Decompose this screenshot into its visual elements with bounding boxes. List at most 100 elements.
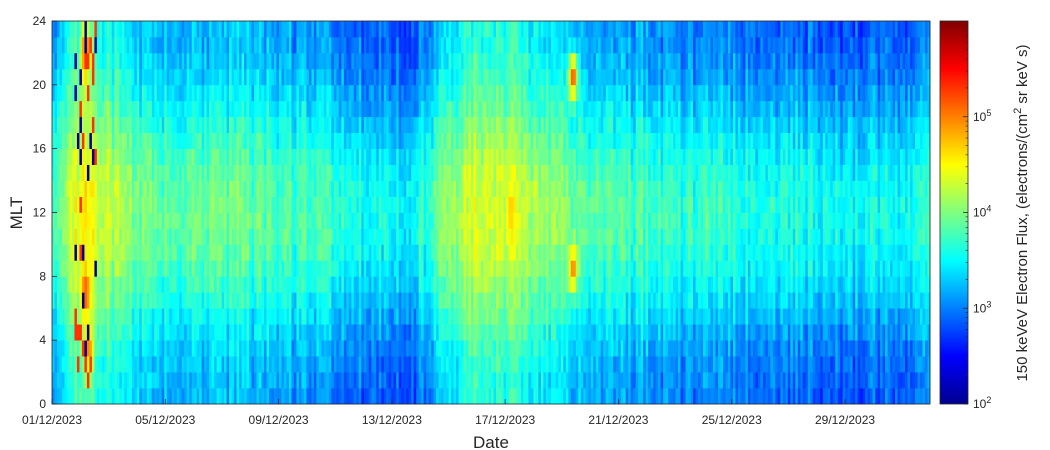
heatmap-cell xyxy=(555,244,559,261)
heatmap-cell xyxy=(520,52,524,70)
heatmap-cell xyxy=(164,164,168,181)
heatmap-cell xyxy=(219,132,222,150)
heatmap-cell xyxy=(543,116,547,134)
heatmap-cell xyxy=(206,372,210,389)
heatmap-cell xyxy=(96,148,100,165)
heatmap-cell xyxy=(56,228,60,245)
heatmap-cell xyxy=(291,372,295,389)
heatmap-cell xyxy=(293,196,297,213)
heatmap-cell xyxy=(52,308,55,325)
heatmap-cell xyxy=(550,356,554,373)
heatmap-cell xyxy=(508,180,512,197)
heatmap-cell xyxy=(109,372,113,389)
heatmap-cell xyxy=(453,244,457,261)
heatmap-cell xyxy=(368,52,372,70)
heatmap-cell xyxy=(303,292,307,309)
heatmap-cell xyxy=(159,212,163,229)
heatmap-cell xyxy=(52,292,55,309)
heatmap-cell xyxy=(473,244,477,261)
heatmap-cell xyxy=(71,388,75,405)
heatmap-cell xyxy=(179,388,183,405)
heatmap-cell xyxy=(264,100,267,118)
heatmap-cell xyxy=(453,356,457,373)
heatmap-cell xyxy=(206,244,210,261)
heatmap-cell xyxy=(488,292,492,309)
heatmap-cell xyxy=(443,228,447,245)
heatmap-cell xyxy=(219,36,222,54)
heatmap-cell xyxy=(149,52,153,70)
heatmap-cell xyxy=(273,116,277,134)
heatmap-cell xyxy=(201,100,205,118)
heatmap-cell xyxy=(273,356,277,373)
heatmap-cell xyxy=(463,21,467,38)
heatmap-cell xyxy=(249,244,252,261)
heatmap-cell xyxy=(269,372,272,389)
heatmap-cell xyxy=(214,21,217,38)
heatmap-cell xyxy=(563,196,567,213)
heatmap-cell xyxy=(69,21,73,38)
heatmap-cell xyxy=(79,276,83,293)
heatmap-cell xyxy=(146,292,150,309)
heatmap-cell xyxy=(131,356,135,373)
heatmap-cell xyxy=(451,212,454,229)
heatmap-cell xyxy=(139,132,143,150)
heatmap-cell xyxy=(219,308,222,325)
heatmap-cell xyxy=(229,180,232,197)
heatmap-cell xyxy=(456,212,459,229)
heatmap-cell xyxy=(478,228,482,245)
heatmap-cell xyxy=(229,388,232,405)
heatmap-cell xyxy=(199,21,202,38)
heatmap-cell xyxy=(328,68,332,86)
heatmap-cell xyxy=(179,84,183,102)
heatmap-cell xyxy=(411,84,415,102)
heatmap-cell xyxy=(283,148,287,165)
heatmap-cell xyxy=(236,228,240,245)
heatmap-cell xyxy=(241,212,245,229)
heatmap-cell xyxy=(234,52,237,70)
heatmap-cell xyxy=(341,164,345,181)
heatmap-cell xyxy=(520,196,524,213)
heatmap-cell xyxy=(278,100,282,118)
heatmap-cell xyxy=(550,324,554,341)
heatmap-cell xyxy=(278,148,282,165)
heatmap-cell xyxy=(491,148,494,165)
heatmap-cell xyxy=(316,84,320,102)
heatmap-cell xyxy=(134,164,138,181)
heatmap-cell xyxy=(91,68,95,86)
heatmap-cell xyxy=(214,148,217,165)
heatmap-cell xyxy=(333,36,337,54)
heatmap-cell xyxy=(131,84,135,102)
heatmap-cell xyxy=(508,52,512,70)
heatmap-cell xyxy=(508,308,512,325)
heatmap-cell xyxy=(281,372,285,389)
heatmap-cell xyxy=(458,276,462,293)
heatmap-cell xyxy=(396,68,400,86)
heatmap-cell xyxy=(495,276,499,293)
heatmap-cell xyxy=(214,180,217,197)
heatmap-cell xyxy=(488,132,492,150)
heatmap-cell xyxy=(426,196,429,213)
heatmap-cell xyxy=(201,164,205,181)
heatmap-cell xyxy=(323,52,327,70)
heatmap-cell xyxy=(358,308,362,325)
heatmap-cell xyxy=(431,21,434,38)
heatmap-cell xyxy=(52,260,55,277)
heatmap-cell xyxy=(471,164,474,181)
heatmap-cell xyxy=(84,148,88,165)
heatmap-cell xyxy=(313,148,317,165)
heatmap-cell xyxy=(156,84,160,102)
heatmap-cell xyxy=(161,116,165,134)
heatmap-cell xyxy=(356,100,360,118)
heatmap-cell xyxy=(520,372,524,389)
heatmap-cell xyxy=(156,388,160,405)
heatmap-cell xyxy=(356,244,360,261)
heatmap-cell xyxy=(486,164,489,181)
heatmap-cell xyxy=(209,276,212,293)
heatmap-cell xyxy=(141,116,145,134)
heatmap-cell xyxy=(106,260,110,277)
heatmap-cell xyxy=(456,388,459,405)
heatmap-cell xyxy=(458,372,462,389)
heatmap-cell xyxy=(249,116,252,134)
heatmap-cell xyxy=(431,52,434,70)
heatmap-cell xyxy=(333,276,337,293)
